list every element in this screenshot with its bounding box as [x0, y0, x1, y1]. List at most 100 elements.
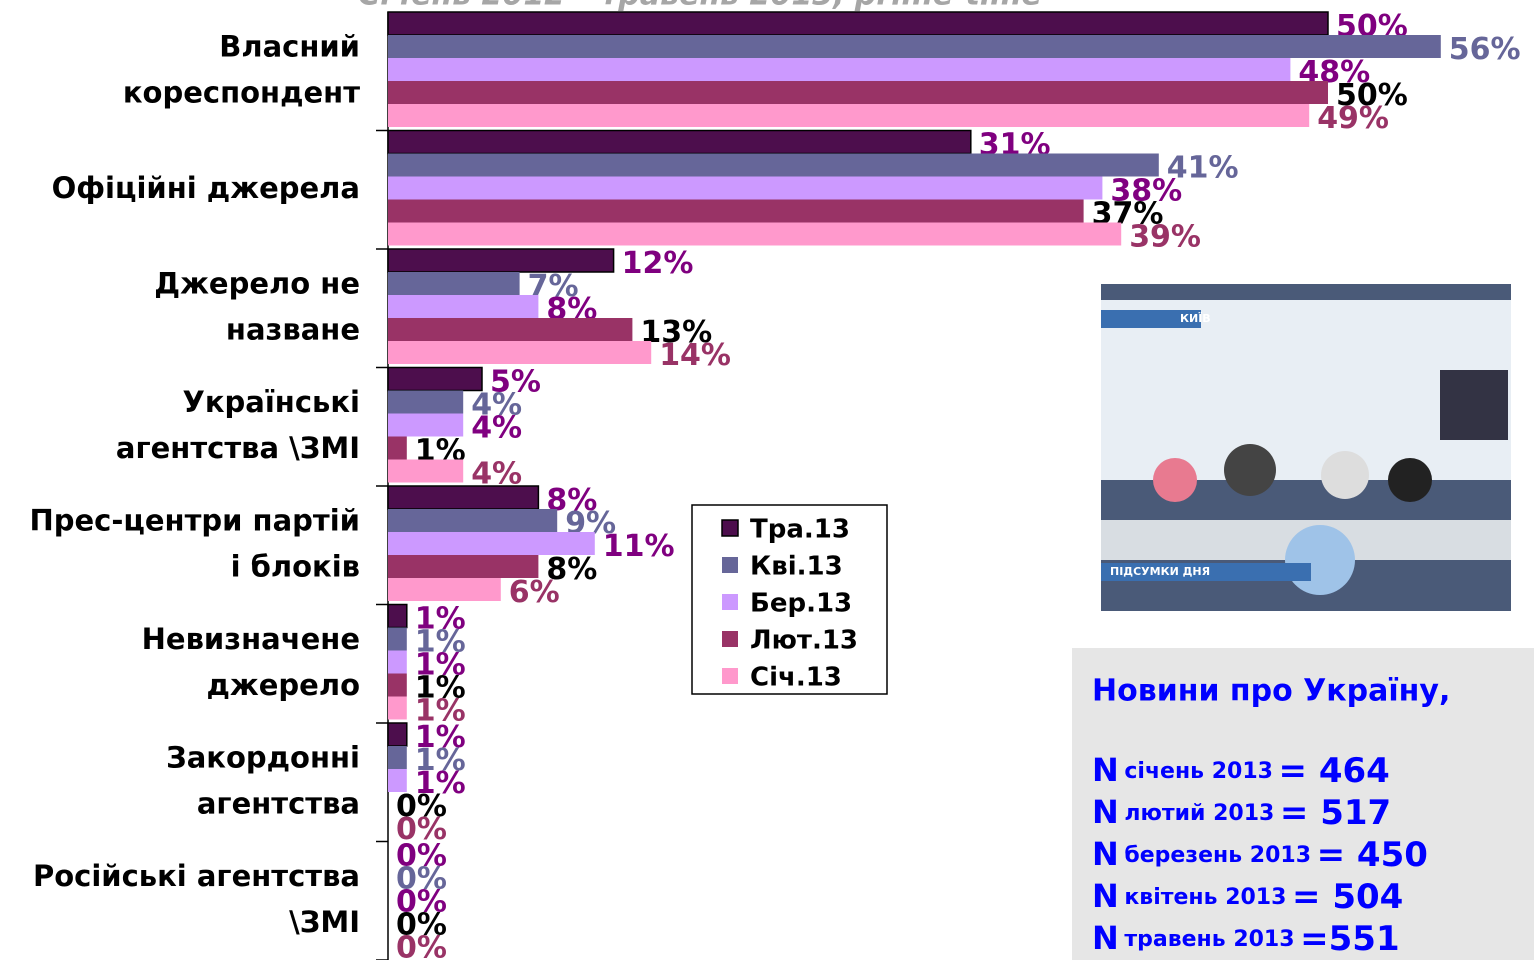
info-line: N квітень 2013 = 504 [1092, 877, 1403, 917]
bar [388, 176, 1103, 200]
bar [388, 413, 464, 437]
legend-swatch [722, 668, 738, 684]
bar [388, 390, 464, 414]
photo-globe [1285, 525, 1355, 595]
bar [388, 673, 407, 697]
data-label: 50% [1336, 78, 1408, 113]
bar [388, 436, 407, 460]
data-label: 0% [396, 931, 447, 960]
data-label: 39% [1129, 220, 1201, 255]
data-label: 41% [1167, 151, 1239, 186]
info-n: N [1092, 751, 1119, 789]
data-label: 4% [471, 388, 522, 423]
category-label: Українські агентства \ЗМІ [116, 385, 360, 465]
data-label: 6% [509, 575, 560, 610]
bar [387, 722, 408, 747]
category-label: Офіційні джерела [52, 171, 360, 205]
bar [387, 485, 540, 510]
info-value: = 464 [1279, 751, 1390, 791]
info-value: =551 [1300, 919, 1399, 959]
photo-person [1388, 458, 1432, 502]
bar [387, 129, 972, 155]
bar [388, 769, 407, 792]
data-label: 0% [396, 885, 447, 920]
category-label: Російські агентства \ЗМІ [33, 859, 360, 939]
info-n: N [1092, 835, 1119, 873]
bar [387, 248, 615, 273]
bar [388, 81, 1328, 104]
bar [388, 295, 539, 318]
legend-swatch [721, 519, 739, 537]
photo-person [1153, 458, 1197, 502]
bar [388, 199, 1084, 223]
data-label: 11% [603, 529, 675, 564]
info-line: N лютий 2013 = 517 [1092, 793, 1391, 833]
bar [388, 341, 652, 364]
data-label: 5% [490, 365, 541, 400]
bar [388, 509, 558, 532]
bar [388, 578, 501, 601]
photo-city: КИЇВ [1180, 311, 1211, 325]
info-line: N травень 2013 =551 [1092, 919, 1400, 959]
data-label: 4% [471, 411, 522, 446]
info-line: N березень 2013 = 450 [1092, 835, 1428, 875]
info-month: березень 2013 [1124, 843, 1311, 868]
info-n: N [1092, 793, 1119, 831]
category-label: Закордонні агентства [166, 740, 360, 820]
data-label: 1% [415, 720, 466, 755]
data-label: 1% [415, 694, 466, 729]
bar [387, 366, 483, 392]
category-label: Прес-центри партій і блоків [29, 503, 360, 583]
info-value: = 450 [1317, 835, 1428, 875]
bar [388, 696, 407, 720]
bar [388, 35, 1441, 58]
bar [388, 650, 407, 674]
photo: КИЇВ ПІДСУМКИ ДНЯ [1101, 284, 1511, 611]
legend-swatch [722, 594, 738, 610]
info-n: N [1092, 877, 1119, 915]
photo-caption-bar [1101, 563, 1311, 581]
data-label: 12% [622, 246, 694, 281]
category-label: Власний кореспондент [123, 29, 360, 109]
bar [388, 627, 407, 651]
category-label: Джерело не назване [154, 266, 360, 346]
data-label: 1% [415, 648, 466, 683]
info-month: травень 2013 [1124, 927, 1294, 952]
bar [388, 153, 1159, 177]
data-label: 0% [396, 812, 447, 847]
bar [388, 58, 1291, 81]
bar [388, 272, 520, 295]
data-label: 0% [396, 789, 447, 824]
data-label: 49% [1317, 101, 1389, 136]
legend-label: Лют.13 [750, 626, 858, 656]
category-label: Невизначене джерело [142, 622, 360, 702]
bar [388, 318, 633, 341]
legend-label: Січ.13 [750, 663, 842, 693]
legend-label: Кві.13 [750, 552, 843, 582]
bar [388, 746, 407, 769]
legend-label: Бер.13 [750, 589, 852, 619]
data-label: 56% [1449, 32, 1521, 67]
bar [388, 104, 1310, 127]
legend-label: Тра.13 [750, 515, 850, 545]
photo-screen [1440, 370, 1508, 440]
info-n: N [1092, 919, 1119, 957]
data-label: 1% [415, 625, 466, 660]
bar [388, 555, 539, 578]
chart-subtitle: Січень 2012 – травень 2013, prime-time [358, 0, 1042, 13]
photo-bar [1101, 310, 1201, 328]
info-month: квітень 2013 [1124, 885, 1286, 910]
bar [388, 532, 595, 555]
bar [388, 222, 1122, 246]
data-label: 14% [659, 338, 731, 373]
data-label: 8% [546, 552, 597, 587]
data-label: 1% [415, 671, 466, 706]
info-value: = 517 [1280, 793, 1391, 833]
legend-swatch [722, 557, 738, 573]
data-label: 1% [415, 743, 466, 778]
info-box [1072, 648, 1534, 960]
data-label: 1% [415, 766, 466, 801]
bar [387, 11, 1329, 36]
photo-person [1224, 444, 1276, 496]
